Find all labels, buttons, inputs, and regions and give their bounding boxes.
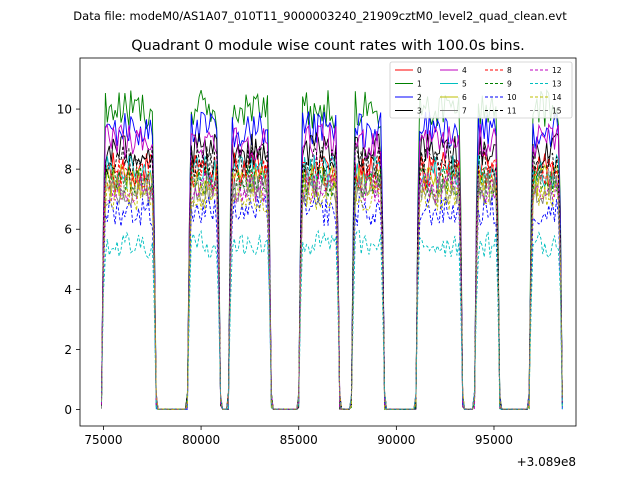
x-tick-label: 80000 <box>182 433 220 447</box>
legend-label-4: 4 <box>462 66 467 75</box>
x-tick-label: 85000 <box>280 433 318 447</box>
legend-label-9: 9 <box>507 80 512 89</box>
suptitle: Data file: modeM0/AS1A07_010T11_90000032… <box>73 9 567 23</box>
y-tick-label: 10 <box>57 103 72 117</box>
legend-label-0: 0 <box>417 66 422 75</box>
legend-label-6: 6 <box>462 93 467 102</box>
legend-label-2: 2 <box>417 93 422 102</box>
chart-title: Quadrant 0 module wise count rates with … <box>131 38 525 54</box>
legend-label-12: 12 <box>552 66 562 75</box>
legend-label-8: 8 <box>507 66 512 75</box>
series-line-11 <box>101 142 563 410</box>
legend-label-3: 3 <box>417 107 422 116</box>
x-offset-label: +3.089e8 <box>517 455 576 469</box>
legend-label-7: 7 <box>462 107 467 116</box>
legend-label-1: 1 <box>417 80 422 89</box>
y-tick-label: 4 <box>64 283 72 297</box>
x-axis: 75000 80000 85000 90000 95000 <box>84 426 513 447</box>
legend-label-13: 13 <box>552 80 562 89</box>
legend-label-15: 15 <box>552 107 562 116</box>
x-tick-label: 75000 <box>84 433 122 447</box>
x-tick-label: 95000 <box>475 433 513 447</box>
y-tick-label: 0 <box>64 403 72 417</box>
series-line-14 <box>101 178 563 410</box>
series-line-15 <box>101 167 563 410</box>
x-tick-label: 90000 <box>377 433 415 447</box>
series-layer <box>101 88 563 411</box>
y-tick-label: 6 <box>64 223 72 237</box>
y-tick-label: 2 <box>64 343 72 357</box>
y-tick-label: 8 <box>64 163 72 177</box>
y-axis: 0 2 4 6 8 10 <box>57 103 80 417</box>
plot-frame <box>79 57 577 427</box>
legend-label-5: 5 <box>462 80 467 89</box>
legend-label-11: 11 <box>507 107 517 116</box>
legend-label-10: 10 <box>507 93 517 102</box>
legend-label-14: 14 <box>552 93 562 102</box>
legend-box <box>389 61 573 119</box>
